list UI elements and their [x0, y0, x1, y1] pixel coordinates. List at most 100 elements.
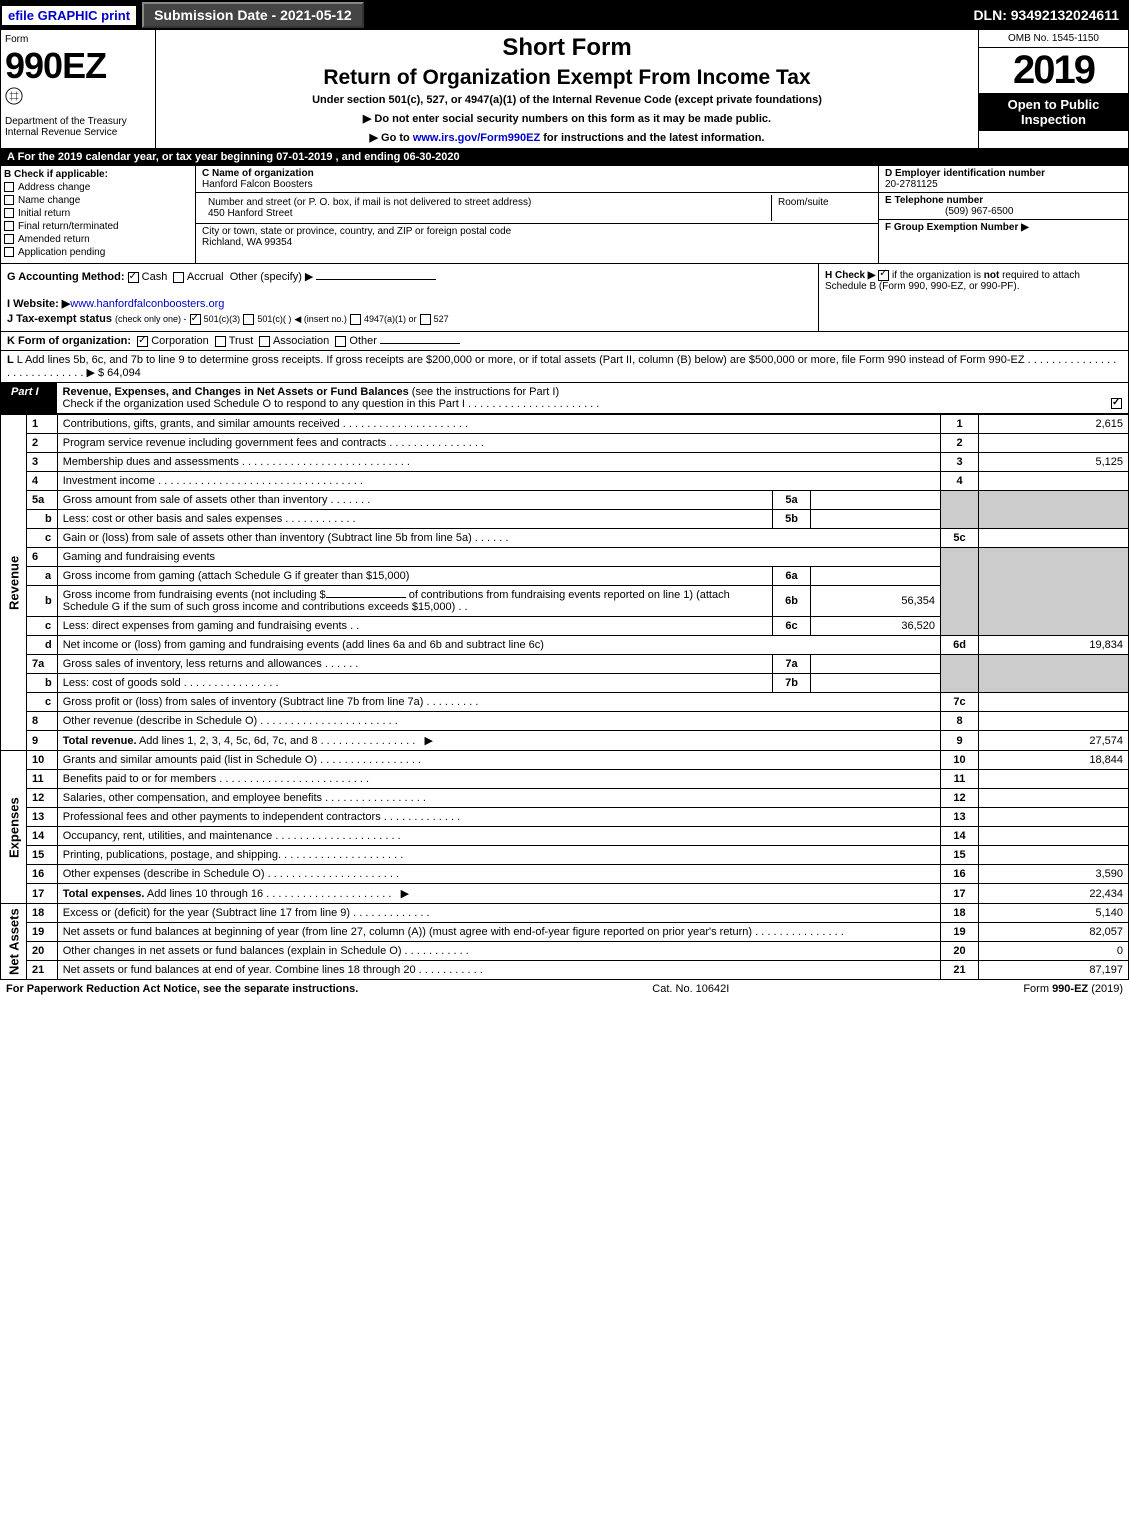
- j-label: J Tax-exempt status: [7, 313, 112, 325]
- row-desc: Gaming and fundraising events: [57, 548, 940, 567]
- k-assoc: Association: [273, 335, 329, 347]
- tel-label: E Telephone number: [885, 195, 983, 206]
- header-right: OMB No. 1545-1150 2019 Open to Public In…: [978, 30, 1128, 148]
- chk-accrual[interactable]: [173, 272, 184, 283]
- row-desc: Gross income from fundraising events (no…: [57, 586, 772, 617]
- chk-4947[interactable]: [350, 314, 361, 325]
- page-footer: For Paperwork Reduction Act Notice, see …: [0, 980, 1129, 998]
- line-l: L L Add lines 5b, 6c, and 7b to line 9 t…: [0, 351, 1129, 383]
- chk-application-pending[interactable]: Application pending: [4, 247, 192, 258]
- desc-text: Excess or (deficit) for the year (Subtra…: [63, 907, 350, 919]
- chk-schedule-o[interactable]: [1111, 398, 1122, 409]
- chk-amended-return[interactable]: Amended return: [4, 234, 192, 245]
- row-4: 4 Investment income . . . . . . . . . . …: [1, 472, 1129, 491]
- ein-value: 20-2781125: [885, 179, 938, 190]
- sub-num: 5b: [773, 510, 811, 529]
- net-assets-side-label: Net Assets: [1, 904, 27, 980]
- chk-address-change[interactable]: Address change: [4, 182, 192, 193]
- chk-final-return[interactable]: Final return/terminated: [4, 221, 192, 232]
- row-desc: Excess or (deficit) for the year (Subtra…: [57, 904, 940, 923]
- irs-seal-icon: [5, 87, 23, 105]
- chk-cash[interactable]: [128, 272, 139, 283]
- chk-corp[interactable]: [137, 336, 148, 347]
- grey-cell: [941, 655, 979, 693]
- block-bcd: B Check if applicable: Address change Na…: [0, 166, 1129, 264]
- row-desc: Investment income . . . . . . . . . . . …: [57, 472, 940, 491]
- row-desc: Other revenue (describe in Schedule O) .…: [57, 712, 940, 731]
- line-num: 20: [941, 942, 979, 961]
- amount: [979, 434, 1129, 453]
- dln-label: DLN: 93492132024611: [965, 4, 1127, 26]
- row-num: 2: [27, 434, 58, 453]
- website-link[interactable]: www.hanfordfalconboosters.org: [70, 298, 224, 310]
- row-8: 8 Other revenue (describe in Schedule O)…: [1, 712, 1129, 731]
- line-num: 19: [941, 923, 979, 942]
- row-num: 16: [27, 865, 58, 884]
- submission-date-button[interactable]: Submission Date - 2021-05-12: [142, 2, 364, 28]
- chk-501c3[interactable]: [190, 314, 201, 325]
- efile-print-link[interactable]: efile GRAPHIC print: [2, 6, 136, 25]
- amount: [979, 770, 1129, 789]
- row-desc: Gross profit or (loss) from sales of inv…: [57, 693, 940, 712]
- sub-val: [811, 674, 941, 693]
- desc-text: Net assets or fund balances at beginning…: [63, 926, 752, 938]
- line-num: 15: [941, 846, 979, 865]
- line-num: 1: [941, 415, 979, 434]
- chk-527[interactable]: [420, 314, 431, 325]
- j-insert: ◀ (insert no.): [294, 314, 346, 324]
- instructions-link[interactable]: www.irs.gov/Form990EZ: [413, 132, 540, 144]
- sub-num: 6a: [773, 567, 811, 586]
- line-num: 10: [941, 751, 979, 770]
- k-other-input[interactable]: [380, 343, 460, 344]
- row-6: 6 Gaming and fundraising events: [1, 548, 1129, 567]
- line-a-tax-year: A For the 2019 calendar year, or tax yea…: [0, 149, 1129, 166]
- b-label: B Check if applicable:: [4, 169, 192, 180]
- org-name: Hanford Falcon Boosters: [202, 179, 313, 190]
- chk-trust[interactable]: [215, 336, 226, 347]
- line-j: J Tax-exempt status (check only one) - 5…: [7, 313, 812, 325]
- footer-form-post: (2019): [1088, 983, 1123, 995]
- line-num: 3: [941, 453, 979, 472]
- row-19: 19 Net assets or fund balances at beginn…: [1, 923, 1129, 942]
- amount: [979, 693, 1129, 712]
- line-num: 2: [941, 434, 979, 453]
- chk-name-change[interactable]: Name change: [4, 195, 192, 206]
- g-cash: Cash: [142, 271, 168, 283]
- line-num: 14: [941, 827, 979, 846]
- sub-num: 7b: [773, 674, 811, 693]
- checkbox-icon: [4, 221, 14, 231]
- part-title-paren: (see the instructions for Part I): [412, 386, 559, 398]
- line-num: 7c: [941, 693, 979, 712]
- ein-label: D Employer identification number: [885, 168, 1045, 179]
- row-desc: Less: cost or other basis and sales expe…: [57, 510, 772, 529]
- chk-h[interactable]: [878, 270, 889, 281]
- row-14: 14 Occupancy, rent, utilities, and maint…: [1, 827, 1129, 846]
- sub-val: [811, 567, 941, 586]
- c-city-row: City or town, state or province, country…: [196, 224, 878, 250]
- instr-prefix: ▶ Go to: [370, 132, 413, 144]
- row-11: 11 Benefits paid to or for members . . .…: [1, 770, 1129, 789]
- chk-other[interactable]: [335, 336, 346, 347]
- contrib-blank: [326, 597, 406, 598]
- row-num: 5a: [27, 491, 58, 510]
- desc-text: Occupancy, rent, utilities, and maintena…: [63, 830, 273, 842]
- part1-table: Revenue 1 Contributions, gifts, grants, …: [0, 414, 1129, 980]
- line-num: 6d: [941, 636, 979, 655]
- row-num: 12: [27, 789, 58, 808]
- line-num: 21: [941, 961, 979, 980]
- row-10: Expenses 10 Grants and similar amounts p…: [1, 751, 1129, 770]
- chk-initial-return[interactable]: Initial return: [4, 208, 192, 219]
- g-other-input[interactable]: [316, 279, 436, 280]
- line-g: G Accounting Method: Cash Accrual Other …: [7, 270, 812, 283]
- amount: 18,844: [979, 751, 1129, 770]
- desc-text: Gross sales of inventory, less returns a…: [63, 658, 322, 670]
- column-c: C Name of organization Hanford Falcon Bo…: [196, 166, 878, 263]
- sub-val: 56,354: [811, 586, 941, 617]
- chk-label: Amended return: [18, 234, 90, 245]
- k-corp: Corporation: [151, 335, 208, 347]
- row-desc: Gross income from gaming (attach Schedul…: [57, 567, 772, 586]
- d-ein-row: D Employer identification number 20-2781…: [879, 166, 1128, 193]
- sub-val: 36,520: [811, 617, 941, 636]
- chk-501c[interactable]: [243, 314, 254, 325]
- chk-assoc[interactable]: [259, 336, 270, 347]
